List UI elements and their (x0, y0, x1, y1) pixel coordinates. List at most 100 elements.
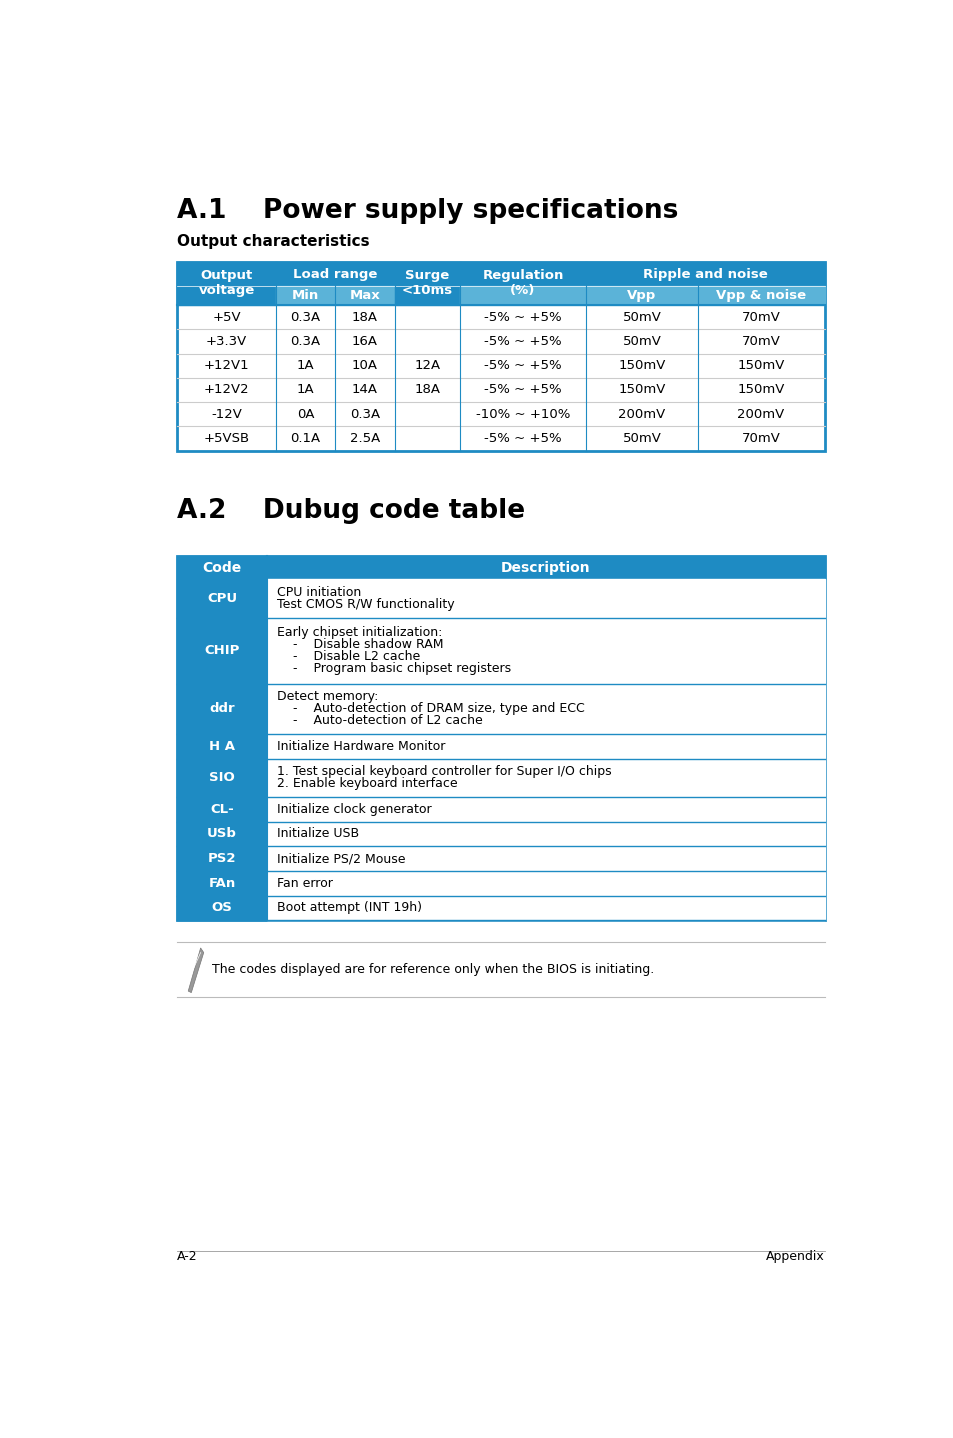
Text: -    Auto-detection of DRAM size, type and ECC: - Auto-detection of DRAM size, type and … (276, 702, 584, 715)
Text: -    Auto-detection of L2 cache: - Auto-detection of L2 cache (276, 715, 482, 728)
Text: -12V: -12V (211, 407, 242, 421)
Bar (267, 684, 823, 733)
Text: 0.1A: 0.1A (290, 431, 320, 444)
Text: -5% ~ +5%: -5% ~ +5% (483, 384, 561, 397)
Text: -    Disable L2 cache: - Disable L2 cache (276, 650, 419, 663)
Text: +12V2: +12V2 (204, 384, 249, 397)
Text: -5% ~ +5%: -5% ~ +5% (483, 311, 561, 324)
Text: +5VSB: +5VSB (203, 431, 250, 444)
Bar (177, 871, 267, 896)
Text: Appendix: Appendix (765, 1250, 823, 1263)
Text: Fan error: Fan error (276, 877, 333, 890)
Text: +12V1: +12V1 (204, 360, 249, 372)
Bar (395, 286, 459, 305)
Text: 1A: 1A (296, 384, 314, 397)
Bar (177, 617, 267, 684)
Text: Test CMOS R/W functionality: Test CMOS R/W functionality (276, 598, 454, 611)
Bar (586, 286, 823, 305)
Bar (177, 758, 267, 797)
Text: 12A: 12A (414, 360, 439, 372)
Text: 2.5A: 2.5A (350, 431, 379, 444)
Text: 14A: 14A (352, 384, 377, 397)
Text: 70mV: 70mV (740, 431, 780, 444)
Bar (177, 557, 823, 580)
Bar (267, 758, 823, 797)
Bar (275, 286, 395, 305)
Text: Surge
<10ms: Surge <10ms (401, 269, 453, 298)
Text: CHIP: CHIP (204, 644, 239, 657)
Bar (267, 580, 823, 617)
Text: Regulation
(%): Regulation (%) (482, 269, 563, 298)
Text: 70mV: 70mV (740, 335, 780, 348)
Bar (177, 896, 267, 920)
Bar (177, 286, 275, 305)
Text: -5% ~ +5%: -5% ~ +5% (483, 360, 561, 372)
Text: Ripple and noise: Ripple and noise (642, 267, 767, 280)
Text: 50mV: 50mV (622, 311, 660, 324)
Text: Load range: Load range (293, 267, 377, 280)
Text: Early chipset initialization:: Early chipset initialization: (276, 627, 441, 640)
Text: Vpp: Vpp (627, 289, 656, 302)
Text: +3.3V: +3.3V (206, 335, 247, 348)
Bar (267, 871, 823, 896)
Text: 150mV: 150mV (618, 384, 665, 397)
Text: Boot attempt (INT 19h): Boot attempt (INT 19h) (276, 902, 421, 915)
Text: Output
voltage: Output voltage (198, 269, 254, 298)
Text: 0.3A: 0.3A (290, 311, 320, 324)
Text: CPU: CPU (207, 592, 237, 605)
Bar (267, 896, 823, 920)
Bar (177, 557, 823, 920)
Bar (177, 821, 267, 847)
Text: Initialize Hardware Monitor: Initialize Hardware Monitor (276, 739, 445, 752)
Text: 150mV: 150mV (618, 360, 665, 372)
Text: 50mV: 50mV (622, 431, 660, 444)
Bar (177, 847, 267, 871)
Text: SIO: SIO (209, 771, 234, 784)
Text: A.2    Dubug code table: A.2 Dubug code table (177, 499, 525, 525)
Text: Output characteristics: Output characteristics (177, 234, 370, 249)
Text: 150mV: 150mV (737, 384, 784, 397)
Bar (267, 797, 823, 821)
Text: 70mV: 70mV (740, 311, 780, 324)
Text: 0A: 0A (296, 407, 314, 421)
Text: 0.3A: 0.3A (350, 407, 379, 421)
Text: Description: Description (500, 561, 590, 575)
Bar (267, 733, 823, 758)
Bar (177, 684, 267, 733)
Text: CL-: CL- (210, 802, 233, 815)
Text: 16A: 16A (352, 335, 377, 348)
Text: Code: Code (202, 561, 241, 575)
Text: Max: Max (350, 289, 380, 302)
Bar (267, 821, 823, 847)
Text: -10% ~ +10%: -10% ~ +10% (476, 407, 570, 421)
Text: -5% ~ +5%: -5% ~ +5% (483, 335, 561, 348)
Text: 1A: 1A (296, 360, 314, 372)
Text: 10A: 10A (352, 360, 377, 372)
Bar (177, 580, 267, 617)
Bar (267, 847, 823, 871)
Text: 1. Test special keyboard controller for Super I/O chips: 1. Test special keyboard controller for … (276, 765, 611, 778)
Text: Detect memory:: Detect memory: (276, 690, 377, 703)
Text: 50mV: 50mV (622, 335, 660, 348)
Text: USb: USb (207, 827, 236, 840)
Text: 0.3A: 0.3A (290, 335, 320, 348)
Bar (177, 733, 267, 758)
Text: ddr: ddr (209, 702, 234, 715)
Text: Vpp & noise: Vpp & noise (716, 289, 805, 302)
Text: Initialize PS/2 Mouse: Initialize PS/2 Mouse (276, 853, 405, 866)
Text: PS2: PS2 (208, 853, 236, 866)
Bar (267, 617, 823, 684)
Text: 150mV: 150mV (737, 360, 784, 372)
Text: The codes displayed are for reference only when the BIOS is initiating.: The codes displayed are for reference on… (212, 963, 654, 976)
Text: FAn: FAn (208, 877, 235, 890)
Text: H A: H A (209, 739, 234, 752)
Text: +5V: +5V (212, 311, 240, 324)
Polygon shape (188, 948, 204, 992)
Bar (177, 262, 823, 450)
Text: -5% ~ +5%: -5% ~ +5% (483, 431, 561, 444)
Text: Initialize clock generator: Initialize clock generator (276, 802, 431, 815)
Text: OS: OS (212, 902, 233, 915)
Text: 18A: 18A (414, 384, 439, 397)
Text: 18A: 18A (352, 311, 377, 324)
Bar (177, 262, 823, 286)
